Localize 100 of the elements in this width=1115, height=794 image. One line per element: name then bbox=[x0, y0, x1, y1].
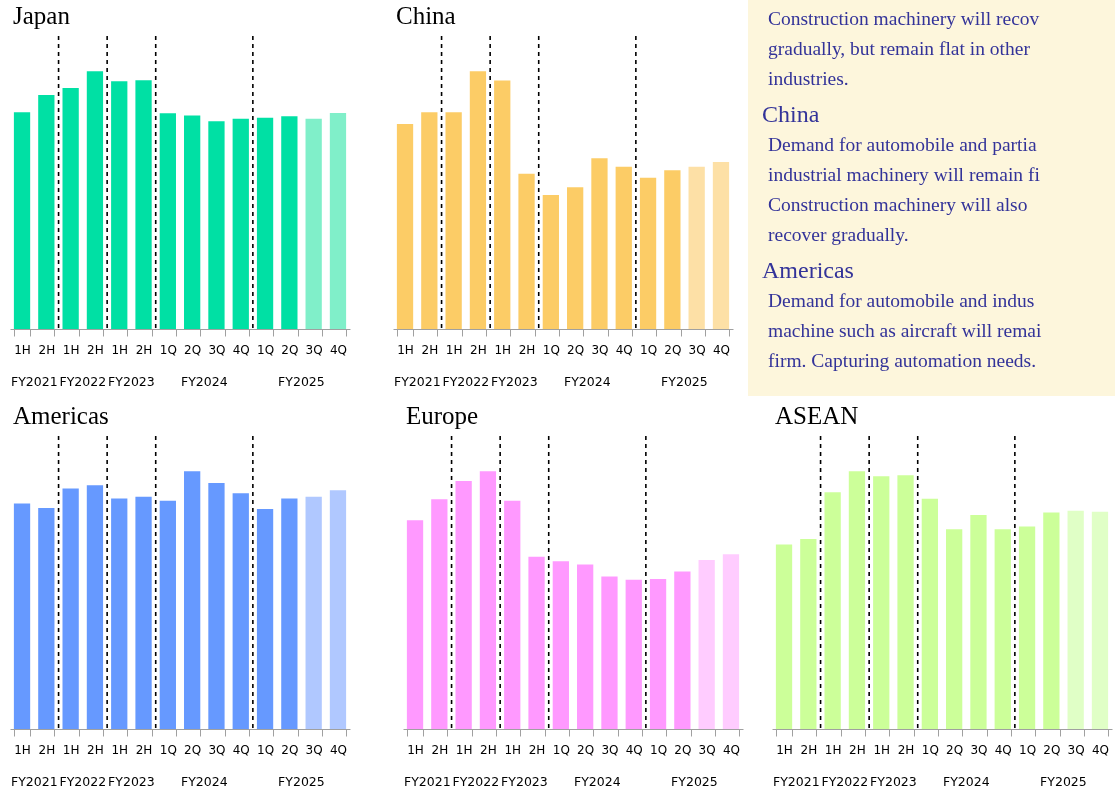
text: gradually, but remain flat in other bbox=[768, 37, 1031, 61]
x-tick-label: 2Q bbox=[577, 742, 595, 757]
bar bbox=[305, 496, 322, 729]
x-tick-label: 1H bbox=[62, 742, 80, 757]
text: Americas bbox=[762, 256, 855, 284]
bar bbox=[873, 476, 890, 729]
text: recover gradually. bbox=[768, 223, 910, 247]
x-tick-label: 4Q bbox=[232, 342, 250, 357]
x-tick-label: 4Q bbox=[615, 342, 633, 357]
bar bbox=[479, 471, 497, 729]
bar bbox=[208, 483, 225, 729]
x-tick-label: 2H bbox=[431, 742, 449, 757]
text: FY2024 bbox=[563, 374, 611, 389]
bar bbox=[921, 498, 938, 729]
x-tick-label: 2H bbox=[135, 342, 153, 357]
text: FY2023 bbox=[491, 374, 538, 389]
text: FY2022 bbox=[821, 774, 869, 789]
x-tick-label: 1H bbox=[776, 742, 793, 757]
text: Construction machinery will also bbox=[768, 193, 1029, 217]
text: FY2021 bbox=[403, 774, 451, 789]
bar bbox=[722, 554, 740, 729]
text: FY2023 bbox=[108, 774, 155, 789]
bar bbox=[1067, 510, 1084, 729]
bar bbox=[329, 112, 347, 329]
bar bbox=[625, 579, 642, 729]
bar bbox=[305, 118, 322, 329]
chart-title: Japan bbox=[13, 2, 71, 30]
bar bbox=[184, 115, 201, 329]
x-tick-label: 1Q bbox=[542, 342, 560, 357]
bar bbox=[552, 561, 569, 729]
x-tick-label: 4Q bbox=[1091, 742, 1110, 757]
x-tick-label: 3Q bbox=[591, 342, 609, 357]
text: Demand for automobile and partia bbox=[768, 133, 1038, 157]
x-tick-label: 2Q bbox=[281, 742, 299, 757]
x-tick-label: 2H bbox=[421, 342, 439, 357]
bar bbox=[970, 514, 987, 729]
text: FY2022 bbox=[59, 374, 107, 389]
x-tick-label: 2Q bbox=[184, 342, 202, 357]
x-tick-label: 3Q bbox=[305, 342, 323, 357]
x-tick-label: 3Q bbox=[970, 742, 988, 757]
bar bbox=[256, 509, 274, 729]
text: industrial machinery will remain fi bbox=[768, 163, 1041, 187]
x-tick-label: 1Q bbox=[257, 342, 275, 357]
bar bbox=[329, 490, 347, 729]
x-tick-label: 4Q bbox=[722, 742, 741, 757]
x-tick-label: 4Q bbox=[625, 742, 643, 757]
x-tick-label: 2H bbox=[528, 742, 546, 757]
bar bbox=[396, 124, 414, 329]
text: FY2021 bbox=[10, 374, 58, 389]
text: FY2023 bbox=[870, 774, 917, 789]
bar bbox=[897, 475, 914, 729]
bar bbox=[577, 564, 594, 729]
bar bbox=[698, 560, 715, 729]
text: FY2021 bbox=[393, 374, 441, 389]
bar bbox=[504, 500, 521, 729]
bar bbox=[591, 158, 608, 329]
x-tick-label: 1H bbox=[62, 342, 80, 357]
x-tick-label: 1Q bbox=[1019, 742, 1037, 757]
bar bbox=[455, 480, 472, 729]
x-tick-label: 1Q bbox=[552, 742, 570, 757]
x-tick-label: 2Q bbox=[664, 342, 682, 357]
x-tick-label: 2H bbox=[470, 342, 487, 357]
bar bbox=[824, 492, 841, 729]
x-tick-label: 1H bbox=[397, 342, 414, 357]
chart-title: ASEAN bbox=[775, 402, 859, 430]
chart-title: Europe bbox=[406, 402, 479, 430]
text: FY2022 bbox=[452, 774, 500, 789]
x-tick-label: 4Q bbox=[329, 742, 348, 757]
bar bbox=[135, 496, 152, 729]
text: FY2025 bbox=[661, 374, 708, 389]
bar bbox=[232, 118, 249, 329]
x-tick-label: 2H bbox=[38, 342, 56, 357]
x-tick-label: 3Q bbox=[305, 742, 323, 757]
bar bbox=[946, 529, 963, 729]
bar bbox=[159, 500, 176, 729]
bar bbox=[445, 112, 462, 329]
x-tick-label: 2H bbox=[518, 342, 536, 357]
x-tick-label: 4Q bbox=[712, 342, 731, 357]
x-tick-label: 1H bbox=[873, 742, 891, 757]
text: FY2023 bbox=[108, 374, 155, 389]
bar bbox=[111, 81, 128, 329]
text: FY2023 bbox=[501, 774, 548, 789]
x-tick-label: 1Q bbox=[921, 742, 939, 757]
x-tick-label: 2H bbox=[800, 742, 818, 757]
bar bbox=[111, 498, 128, 729]
x-tick-label: 4Q bbox=[232, 742, 250, 757]
x-tick-label: 3Q bbox=[208, 742, 226, 757]
bar bbox=[281, 116, 298, 329]
x-tick-label: 2H bbox=[480, 742, 497, 757]
text: machine such as aircraft will remai bbox=[768, 319, 1043, 343]
text: FY2022 bbox=[442, 374, 490, 389]
x-tick-label: 3Q bbox=[1067, 742, 1085, 757]
bar bbox=[664, 170, 681, 329]
x-tick-label: 2Q bbox=[281, 342, 299, 357]
x-tick-label: 2H bbox=[38, 742, 56, 757]
bar bbox=[431, 499, 448, 729]
x-tick-label: 1H bbox=[407, 742, 424, 757]
bar bbox=[86, 71, 104, 329]
x-tick-label: 3Q bbox=[601, 742, 619, 757]
text: Construction machinery will recov bbox=[768, 7, 1041, 31]
